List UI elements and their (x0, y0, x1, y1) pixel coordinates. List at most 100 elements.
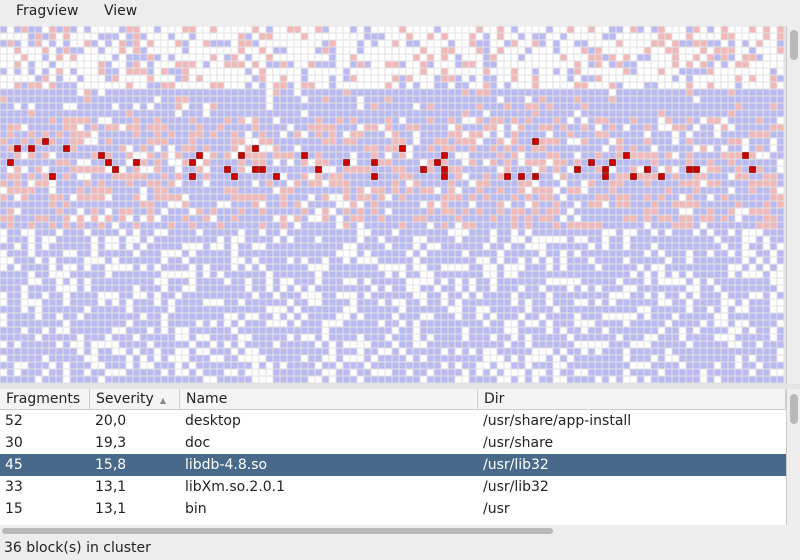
block (504, 271, 511, 278)
block (693, 117, 700, 124)
block (462, 96, 469, 103)
block (266, 40, 273, 47)
block (378, 299, 385, 306)
block (252, 271, 259, 278)
block (497, 82, 504, 89)
block (385, 201, 392, 208)
block (623, 180, 630, 187)
block (273, 145, 280, 152)
block (770, 54, 777, 61)
block (175, 229, 182, 236)
block (385, 285, 392, 292)
block (210, 180, 217, 187)
block (686, 117, 693, 124)
block (385, 47, 392, 54)
block (427, 229, 434, 236)
block (35, 222, 42, 229)
block (329, 215, 336, 222)
block (140, 334, 147, 341)
block (658, 110, 665, 117)
block (469, 166, 476, 173)
block (686, 54, 693, 61)
block (56, 166, 63, 173)
block (77, 131, 84, 138)
block (777, 138, 784, 145)
block (581, 82, 588, 89)
block (546, 110, 553, 117)
block (546, 103, 553, 110)
block (574, 187, 581, 194)
block (322, 250, 329, 257)
block (35, 159, 42, 166)
block (147, 33, 154, 40)
block (56, 103, 63, 110)
block (161, 334, 168, 341)
block (98, 75, 105, 82)
block (350, 68, 357, 75)
block (546, 236, 553, 243)
block (161, 313, 168, 320)
block (539, 236, 546, 243)
block (350, 33, 357, 40)
block (189, 208, 196, 215)
block (637, 236, 644, 243)
block (301, 292, 308, 299)
block (581, 173, 588, 180)
block (742, 75, 749, 82)
block (14, 54, 21, 61)
block (777, 89, 784, 96)
block (378, 159, 385, 166)
block (518, 33, 525, 40)
block (560, 61, 567, 68)
block (672, 285, 679, 292)
block (777, 82, 784, 89)
block (434, 222, 441, 229)
block (476, 117, 483, 124)
block (175, 299, 182, 306)
block (7, 320, 14, 327)
block (301, 299, 308, 306)
block (322, 40, 329, 47)
menu-item[interactable]: View (104, 3, 138, 19)
block (672, 271, 679, 278)
block (70, 75, 77, 82)
block (644, 159, 651, 166)
block (210, 47, 217, 54)
block (679, 285, 686, 292)
block (455, 173, 462, 180)
block (98, 236, 105, 243)
block (553, 166, 560, 173)
block (455, 201, 462, 208)
block (462, 138, 469, 145)
block (595, 166, 602, 173)
block (441, 243, 448, 250)
block (35, 117, 42, 124)
block (182, 215, 189, 222)
block (700, 306, 707, 313)
block (448, 145, 455, 152)
block (721, 145, 728, 152)
block (154, 131, 161, 138)
block (252, 250, 259, 257)
block (357, 89, 364, 96)
block (252, 201, 259, 208)
block (217, 208, 224, 215)
block (147, 278, 154, 285)
block (385, 313, 392, 320)
block (315, 103, 322, 110)
block (546, 299, 553, 306)
block (133, 110, 140, 117)
block (399, 138, 406, 145)
block (742, 264, 749, 271)
block (357, 215, 364, 222)
block (322, 313, 329, 320)
block (525, 103, 532, 110)
block (518, 187, 525, 194)
block (462, 299, 469, 306)
block (644, 117, 651, 124)
block (399, 180, 406, 187)
block (308, 47, 315, 54)
block (224, 208, 231, 215)
menu-item[interactable]: Fragview (16, 3, 79, 19)
block (378, 194, 385, 201)
